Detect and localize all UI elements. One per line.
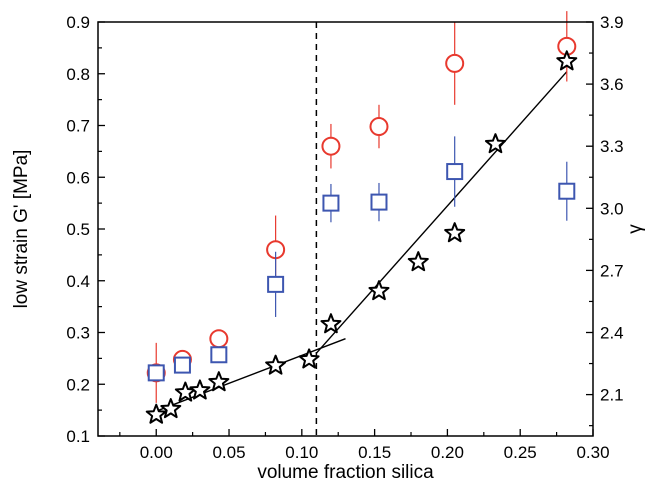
x-tick-label: 0.15 [358, 443, 391, 462]
y-tick-label: 0.1 [66, 427, 90, 446]
x-tick-label: 0.05 [212, 443, 245, 462]
y2-tick-label: 3.3 [600, 137, 624, 156]
circle-point [369, 117, 389, 137]
star-point [407, 251, 429, 272]
star-point [145, 403, 167, 424]
square-point [322, 194, 340, 212]
x-tick-label: 0.30 [576, 443, 609, 462]
y-axis-title: low strain G' [MPa] [11, 150, 32, 309]
star-point [320, 313, 342, 334]
tick-labels: 0.00 0.05 0.10 0.15 0.20 0.25 0.30 0.1 0.2 0.3 0.4… [66, 13, 623, 462]
plot-frame [97, 21, 594, 437]
star-point [298, 348, 320, 369]
axis-ticks [98, 21, 594, 437]
y-tick-label: 0.3 [66, 324, 90, 343]
y-tick-label: 0.9 [66, 13, 90, 32]
y-tick-label: 0.4 [66, 272, 90, 291]
star-point [265, 354, 287, 375]
y2-tick-label: 2.1 [600, 386, 624, 405]
fit-line [315, 71, 568, 354]
y2-tick-label: 3.9 [600, 13, 624, 32]
star-point [484, 133, 506, 154]
x-tick-label: 0.20 [431, 443, 464, 462]
square-point [370, 193, 388, 211]
x-tick-label: 0.10 [285, 443, 318, 462]
square-point [173, 356, 191, 374]
circle-point [445, 53, 465, 73]
star-point [160, 398, 182, 419]
square-point [558, 182, 576, 200]
star-point [444, 222, 466, 243]
y-tick-label: 0.8 [66, 65, 90, 84]
y2-tick-label: 2.7 [600, 261, 624, 280]
x-axis-title: volume fraction silica [257, 462, 434, 483]
square-point [267, 275, 285, 293]
y-tick-label: 0.2 [66, 375, 90, 394]
y2-tick-label: 3.6 [600, 75, 624, 94]
x-tick-label: 0.00 [140, 443, 173, 462]
y2-tick-label: 3.0 [600, 199, 624, 218]
y2-axis-title: γ [625, 224, 646, 234]
y-tick-label: 0.5 [66, 220, 90, 239]
y-tick-label: 0.6 [66, 168, 90, 187]
square-point [446, 163, 464, 181]
star-point [189, 379, 211, 400]
y2-tick-label: 2.4 [600, 324, 624, 343]
y-tick-label: 0.7 [66, 117, 90, 136]
star-point [208, 371, 230, 392]
circle-point [321, 136, 341, 156]
square-point [210, 346, 228, 364]
star-point [368, 280, 390, 301]
circle-point [209, 329, 229, 349]
data-marks [145, 11, 578, 424]
star-point [556, 50, 578, 71]
square-point [147, 364, 165, 382]
x-tick-label: 0.25 [504, 443, 537, 462]
